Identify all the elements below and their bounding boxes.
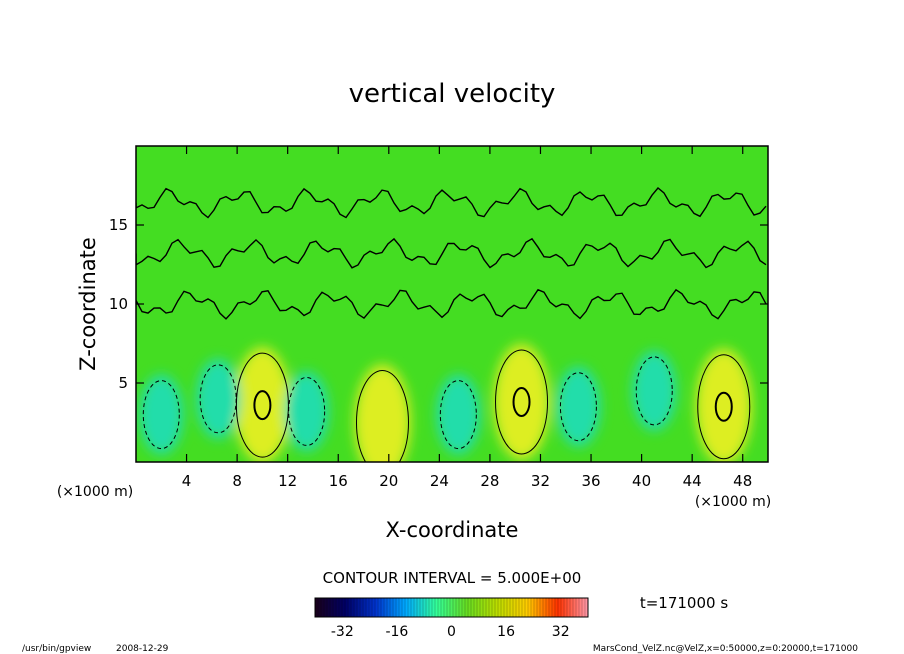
updraft-contour-outer-3 — [697, 354, 751, 460]
downdraft-cell-0 — [139, 374, 184, 455]
colorbar-gradient — [314, 597, 589, 618]
updraft-cell-0 — [234, 347, 291, 462]
x-tick-label-8: 8 — [232, 472, 242, 490]
colorbar-tick-32: 32 — [552, 624, 570, 640]
updraft-contour-outer-1 — [355, 370, 409, 462]
x-tick-label-40: 40 — [632, 472, 651, 490]
colorbar-stripes — [317, 598, 586, 617]
x-tick-label-36: 36 — [581, 472, 600, 490]
x-tick-label-48: 48 — [733, 472, 752, 490]
y-axis-label: Z-coordinate — [76, 237, 100, 371]
updraft-cell-3 — [695, 348, 752, 462]
x-unit-right: (×1000 m) — [695, 494, 771, 510]
downdraft-contour-2 — [288, 376, 326, 446]
x-tick-label-4: 4 — [182, 472, 192, 490]
colorbar-tick-16: 16 — [497, 624, 515, 640]
colorbar-ticks: -32 -16 0 16 32 — [331, 624, 570, 640]
downdraft-contour-4 — [559, 372, 597, 442]
updraft-contour-inner-3 — [714, 391, 733, 422]
colorbar: -32 -16 0 16 32 — [314, 597, 589, 640]
x-tick-label-28: 28 — [480, 472, 499, 490]
downdraft-cell-5 — [632, 350, 677, 431]
x-tick-label-16: 16 — [329, 472, 348, 490]
downdraft-contour-5 — [635, 356, 673, 426]
downdraft-cell-4 — [556, 366, 601, 447]
contour-interval: CONTOUR INTERVAL = 5.000E+00 — [323, 569, 582, 587]
x-axis-label: X-coordinate — [386, 518, 519, 542]
footer-date: 2008-12-29 — [116, 644, 169, 654]
x-tick-label-12: 12 — [278, 472, 297, 490]
downdraft-cell-2 — [284, 371, 329, 452]
downdraft-contour-0 — [142, 380, 180, 450]
y-tick-label-15: 15 — [109, 216, 128, 234]
updraft-contour-outer-0 — [235, 352, 289, 458]
x-axis-ticks: 4 8 12 16 20 24 28 32 36 40 44 48 — [182, 146, 752, 490]
updraft-contour-inner-2 — [512, 386, 531, 417]
velocity-cells — [139, 343, 752, 462]
footer-source: MarsCond_VelZ.nc@VelZ,x=0:50000,z=0:2000… — [593, 644, 858, 654]
colorbar-tick--32: -32 — [331, 624, 354, 640]
updraft-contour-inner-0 — [253, 390, 272, 421]
updraft-cell-1 — [354, 364, 411, 462]
x-tick-label-24: 24 — [430, 472, 449, 490]
colorbar-tick--16: -16 — [385, 624, 408, 640]
y-tick-label-5: 5 — [118, 374, 128, 392]
downdraft-cell-3 — [436, 374, 481, 455]
x-unit-left: (×1000 m) — [57, 484, 133, 500]
zero-contour — [136, 187, 767, 320]
colorbar-tick-0: 0 — [447, 624, 456, 640]
x-tick-label-20: 20 — [379, 472, 398, 490]
updraft-contour-outer-2 — [495, 349, 549, 455]
x-tick-label-44: 44 — [683, 472, 702, 490]
downdraft-contour-3 — [439, 380, 477, 450]
y-axis-ticks: 5 10 15 — [109, 216, 768, 392]
footer-program: /usr/bin/gpview — [22, 644, 91, 654]
downdraft-cell-1 — [196, 358, 241, 439]
x-tick-label-32: 32 — [531, 472, 550, 490]
time-label: t=171000 s — [640, 594, 728, 612]
y-tick-label-10: 10 — [109, 295, 128, 313]
downdraft-contour-1 — [199, 364, 237, 434]
chart-title: vertical velocity — [349, 79, 556, 109]
updraft-cell-2 — [493, 343, 550, 460]
contour-lines — [136, 187, 767, 462]
